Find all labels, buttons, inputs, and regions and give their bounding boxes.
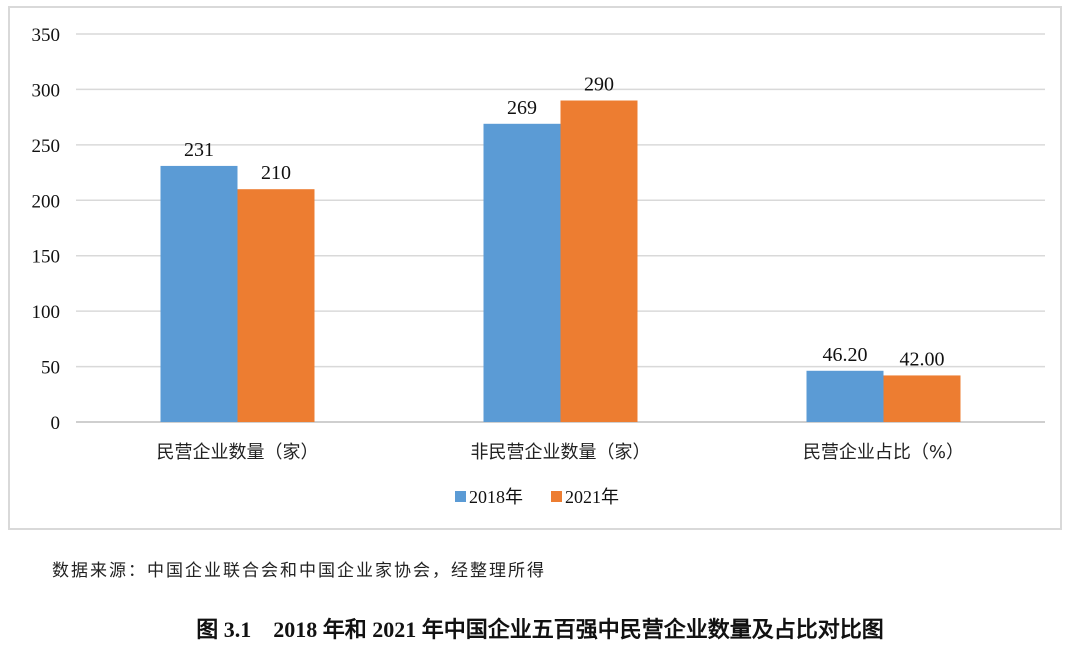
legend-label: 2018年	[469, 487, 523, 507]
y-tick-label: 0	[51, 413, 61, 434]
bar	[237, 189, 315, 422]
bar	[160, 165, 238, 423]
data-label: 46.20	[823, 344, 868, 366]
y-tick-label: 50	[41, 358, 60, 379]
data-source-note: 数据来源：中国企业联合会和中国企业家协会，经整理所得	[52, 561, 546, 581]
legend-swatch	[551, 491, 562, 502]
y-tick-label: 300	[32, 80, 61, 101]
legend-swatch	[455, 491, 466, 502]
y-tick-label: 350	[32, 25, 61, 46]
bar	[483, 123, 561, 423]
chart-frame	[8, 6, 1062, 530]
bar	[560, 100, 638, 422]
y-tick-label: 200	[32, 191, 61, 212]
data-label: 290	[584, 74, 614, 96]
data-label: 231	[184, 139, 214, 161]
y-tick-label: 100	[32, 302, 61, 323]
data-label: 269	[507, 97, 537, 119]
y-tick-label: 250	[32, 136, 61, 157]
legend-label: 2021年	[565, 487, 619, 507]
x-tick-label: 民营企业数量（家）	[157, 442, 319, 463]
x-tick-label: 民营企业占比（%）	[803, 442, 964, 463]
data-label: 42.00	[900, 348, 945, 370]
bar-chart: 0 50 100 150 200 250 300 350 231 210 民营企业数量（家） 269 2…	[32, 25, 1045, 507]
bar	[806, 370, 884, 422]
x-tick-label: 非民营企业数量（家）	[471, 442, 651, 463]
data-label: 210	[261, 162, 291, 184]
figure-caption: 图 3.1 2018 年和 2021 年中国企业五百强中民营企业数量及占比对比图	[196, 617, 884, 642]
bar	[883, 375, 961, 422]
y-tick-label: 150	[32, 247, 61, 268]
